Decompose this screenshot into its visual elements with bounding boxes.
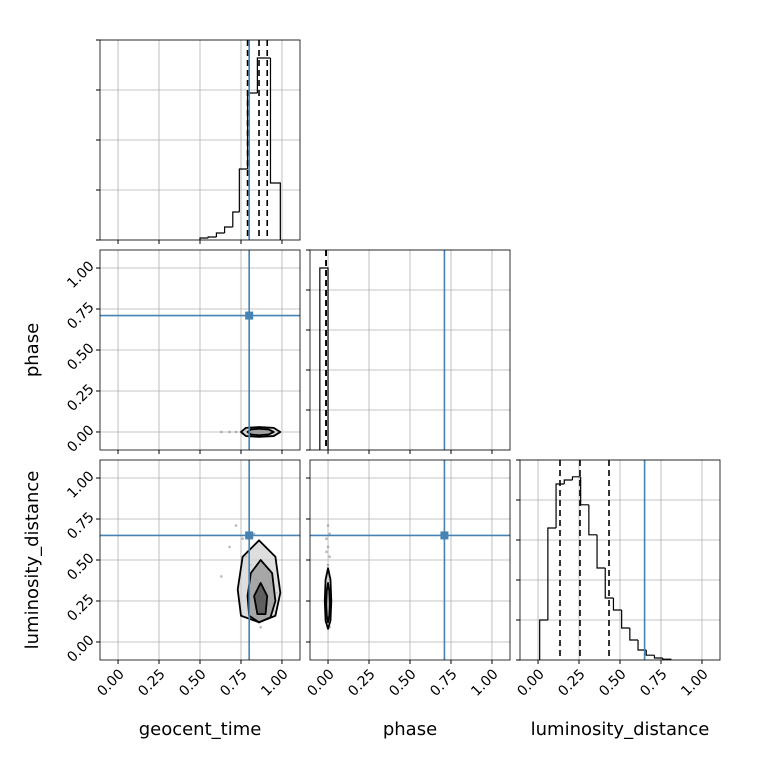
sample-point bbox=[234, 430, 238, 434]
sample-point bbox=[326, 524, 330, 527]
histogram-bin bbox=[199, 237, 209, 240]
sample-point bbox=[228, 545, 231, 549]
histogram-bin bbox=[580, 476, 589, 506]
panel-frame bbox=[309, 249, 511, 451]
histogram-bin bbox=[588, 504, 598, 536]
sample-point bbox=[259, 625, 262, 629]
histogram-bin bbox=[269, 58, 281, 240]
x-tick-label: 0.00 bbox=[514, 666, 547, 699]
sample-point bbox=[220, 575, 223, 578]
sample-point bbox=[220, 430, 223, 434]
y-tick-label: 0.50 bbox=[64, 340, 97, 373]
y-tick-label: 0.00 bbox=[64, 422, 97, 455]
y-tick-label: 0.75 bbox=[64, 299, 97, 332]
x-tick-label: 0.75 bbox=[217, 666, 250, 699]
y-tick-label: 0.50 bbox=[64, 550, 97, 583]
x-tick-label: 0.50 bbox=[176, 666, 209, 699]
x-tick-label: 0.25 bbox=[345, 666, 378, 699]
panel-frame bbox=[519, 459, 721, 661]
histogram-bin bbox=[256, 57, 271, 93]
x-tick-label: 0.75 bbox=[637, 666, 670, 699]
truth-marker bbox=[440, 531, 449, 540]
sample-point bbox=[228, 430, 231, 434]
y-tick-label: 0.00 bbox=[64, 632, 97, 665]
x-tick-label: 0.00 bbox=[94, 666, 127, 699]
x-axis-label: luminosity_distance bbox=[531, 719, 710, 740]
histogram-bin bbox=[207, 236, 217, 238]
x-tick-label: 0.50 bbox=[386, 666, 419, 699]
y-tick-label: 0.25 bbox=[64, 591, 97, 624]
contour bbox=[253, 582, 269, 615]
y-tick-label: 1.00 bbox=[64, 258, 97, 291]
sample-point bbox=[325, 550, 328, 554]
histogram-bin bbox=[232, 211, 240, 227]
histogram-bin bbox=[662, 658, 672, 660]
x-tick-label: 0.75 bbox=[427, 666, 460, 699]
histogram-bin bbox=[555, 483, 565, 528]
contour bbox=[325, 582, 331, 624]
x-tick-label: 1.00 bbox=[468, 666, 501, 699]
y-axis-label: phase bbox=[22, 323, 43, 377]
sample-point bbox=[325, 537, 328, 540]
histogram-bin bbox=[629, 628, 639, 641]
sample-point bbox=[326, 545, 330, 549]
panel-frame bbox=[99, 249, 301, 451]
truth-marker bbox=[245, 311, 254, 320]
sample-point bbox=[252, 532, 256, 536]
histogram-bin bbox=[645, 650, 655, 656]
histogram-bin bbox=[215, 232, 225, 237]
x-tick-label: 1.00 bbox=[678, 666, 711, 699]
sample-point bbox=[241, 537, 244, 540]
histogram-bin bbox=[612, 598, 622, 611]
x-tick-label: 1.00 bbox=[258, 666, 291, 699]
sample-point bbox=[328, 555, 331, 559]
sample-point bbox=[326, 563, 330, 567]
histogram-bin bbox=[547, 527, 557, 620]
histogram-bin bbox=[238, 168, 248, 212]
histogram-bin bbox=[539, 619, 548, 660]
sample-point bbox=[328, 532, 331, 536]
truth-marker bbox=[245, 531, 254, 540]
y-tick-label: 1.00 bbox=[64, 468, 97, 501]
histogram-bin bbox=[223, 226, 233, 233]
histogram-bin bbox=[563, 479, 573, 484]
x-tick-label: 0.25 bbox=[555, 666, 588, 699]
histogram-bin bbox=[604, 568, 614, 599]
panel-frame bbox=[309, 459, 511, 661]
histogram-bin bbox=[653, 655, 663, 659]
panel-frame bbox=[99, 39, 301, 241]
x-tick-label: 0.25 bbox=[135, 666, 168, 699]
histogram-bin bbox=[319, 267, 329, 450]
x-tick-label: 0.00 bbox=[304, 666, 337, 699]
sample-point bbox=[234, 524, 238, 527]
x-axis-label: geocent_time bbox=[139, 719, 262, 740]
histogram-bin bbox=[637, 640, 647, 651]
y-axis-label: luminosity_distance bbox=[22, 471, 43, 650]
histogram-bin bbox=[596, 534, 606, 569]
x-tick-label: 0.50 bbox=[596, 666, 629, 699]
contour bbox=[246, 427, 275, 437]
panel-frame bbox=[99, 459, 301, 661]
histogram-bin bbox=[571, 476, 581, 480]
x-axis-label: phase bbox=[383, 719, 437, 740]
y-tick-label: 0.25 bbox=[64, 381, 97, 414]
histogram-bin bbox=[621, 610, 630, 629]
y-tick-label: 0.75 bbox=[64, 509, 97, 542]
